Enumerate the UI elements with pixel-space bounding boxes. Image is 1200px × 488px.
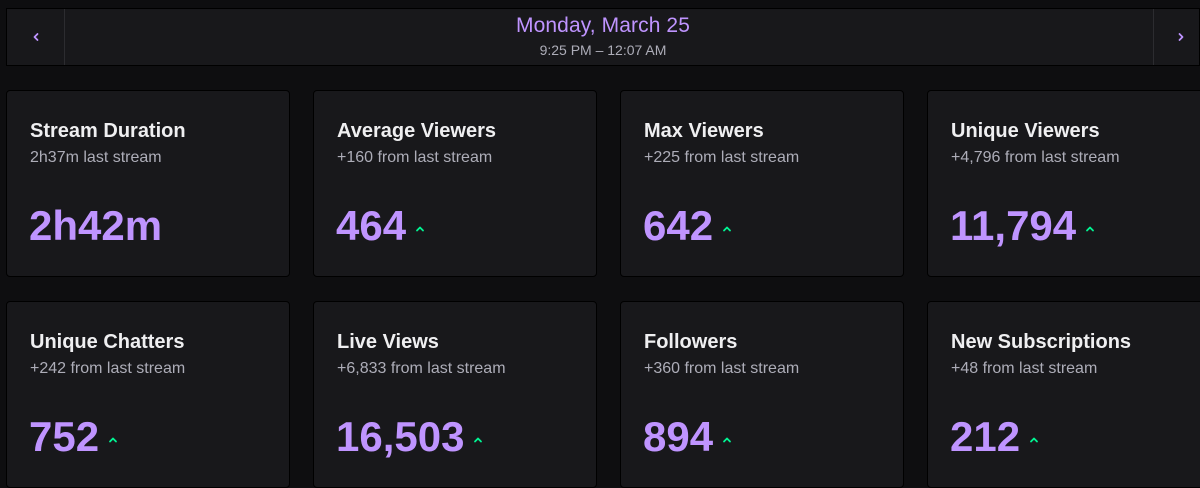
stat-comparison: +225 from last stream xyxy=(644,149,800,166)
stat-value-row: 642 xyxy=(643,201,732,251)
stat-title: Stream Duration xyxy=(30,120,186,142)
stat-title: New Subscriptions xyxy=(951,331,1132,353)
stat-card-stream-duration: Stream Duration 2h37m last stream 2h42m xyxy=(6,90,290,277)
stat-comparison: +4,796 from last stream xyxy=(951,149,1120,166)
stat-card-average-viewers: Average Viewers +160 from last stream 46… xyxy=(313,90,597,277)
stat-value-row: 11,794 xyxy=(950,201,1095,251)
stat-value: 212 xyxy=(950,413,1021,460)
trend-up-icon xyxy=(722,224,732,234)
stat-value-row: 464 xyxy=(336,201,425,251)
trend-up-icon xyxy=(722,435,732,445)
stat-value: 2h42m xyxy=(29,202,163,249)
next-stream-button[interactable] xyxy=(1153,9,1199,65)
chevron-right-icon xyxy=(1178,33,1184,41)
stat-card-followers: Followers +360 from last stream 894 xyxy=(620,301,904,488)
stat-title: Live Views xyxy=(337,331,439,353)
stat-value: 642 xyxy=(643,202,714,249)
stream-date: Monday, March 25 xyxy=(516,14,690,37)
trend-up-icon xyxy=(415,224,425,234)
stat-title: Followers xyxy=(644,331,738,353)
stat-comparison: +242 from last stream xyxy=(30,360,186,377)
stat-card-unique-viewers: Unique Viewers +4,796 from last stream 1… xyxy=(927,90,1200,277)
stat-card-unique-chatters: Unique Chatters +242 from last stream 75… xyxy=(6,301,290,488)
date-block: Monday, March 25 9:25 PM – 12:07 AM xyxy=(7,13,1199,59)
stat-value: 11,794 xyxy=(950,202,1077,249)
previous-stream-button[interactable] xyxy=(7,9,65,65)
trend-up-icon xyxy=(473,435,483,445)
stat-value-row: 16,503 xyxy=(336,412,483,462)
stream-time-range: 9:25 PM – 12:07 AM xyxy=(539,42,667,58)
stat-title: Average Viewers xyxy=(337,120,496,142)
stat-card-live-views: Live Views +6,833 from last stream 16,50… xyxy=(313,301,597,488)
stat-value-row: 212 xyxy=(950,412,1039,462)
stat-value: 464 xyxy=(336,202,407,249)
stat-value-row: 894 xyxy=(643,412,732,462)
stat-value-row: 2h42m xyxy=(29,201,162,251)
stat-title: Unique Chatters xyxy=(30,331,185,353)
stat-value: 752 xyxy=(29,413,100,460)
stat-value: 894 xyxy=(643,413,714,460)
stat-comparison: +160 from last stream xyxy=(337,149,493,166)
stat-comparison: +48 from last stream xyxy=(951,360,1098,377)
stat-title: Max Viewers xyxy=(644,120,764,142)
stream-date-header: Monday, March 25 9:25 PM – 12:07 AM xyxy=(6,8,1200,66)
stat-comparison: +360 from last stream xyxy=(644,360,800,377)
chevron-left-icon xyxy=(33,33,38,41)
trend-up-icon xyxy=(1029,435,1039,445)
stat-card-max-viewers: Max Viewers +225 from last stream 642 xyxy=(620,90,904,277)
stat-comparison: 2h37m last stream xyxy=(30,149,162,166)
stat-comparison: +6,833 from last stream xyxy=(337,360,506,377)
trend-up-icon xyxy=(108,435,118,445)
stat-card-new-subscriptions: New Subscriptions +48 from last stream 2… xyxy=(927,301,1200,488)
stat-title: Unique Viewers xyxy=(951,120,1100,142)
stat-value: 16,503 xyxy=(336,413,465,460)
trend-up-icon xyxy=(1085,224,1095,234)
stat-value-row: 752 xyxy=(29,412,118,462)
